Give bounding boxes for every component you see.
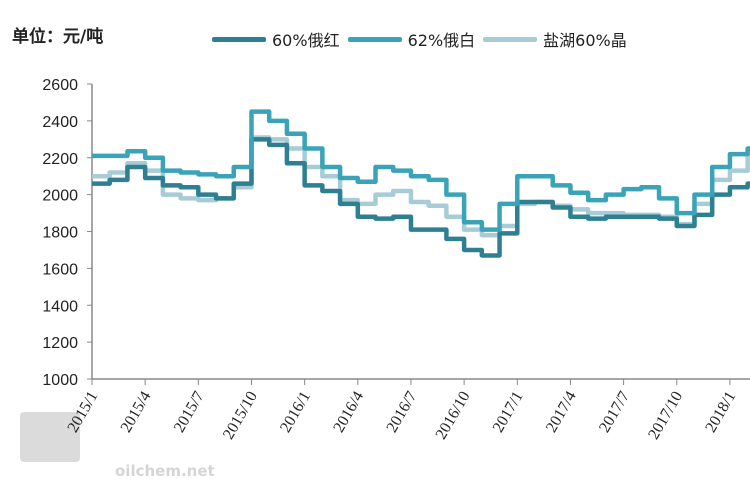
x-tick-label: 2017/10	[645, 389, 686, 443]
x-tick-label: 2015/1	[65, 389, 102, 436]
legend-swatch	[347, 36, 402, 42]
watermark-box	[20, 412, 80, 462]
y-tick-label: 2000	[42, 188, 78, 205]
y-tick-label: 1200	[42, 335, 78, 352]
y-tick-label: 2200	[42, 151, 78, 168]
legend: 60%俄红 62%俄白 盐湖60%晶	[212, 27, 635, 51]
y-tick-label: 1400	[42, 298, 78, 315]
x-tick-label: 2018/1	[702, 389, 739, 436]
unit-label: 单位：元/吨	[12, 27, 104, 47]
x-tick-label: 2015/7	[171, 389, 208, 436]
legend-item-62-russian-white: 62%俄白	[347, 27, 476, 51]
legend-label: 60%俄红	[272, 31, 340, 50]
legend-item-60-russian-red: 60%俄红	[212, 27, 340, 51]
legend-label: 盐湖60%晶	[543, 31, 627, 50]
x-tick-label: 2017/1	[490, 389, 527, 436]
y-tick-label: 2400	[42, 114, 78, 131]
y-tick-label: 2600	[42, 77, 78, 94]
watermark-logo: oilchem.net	[20, 412, 260, 492]
y-tick-label: 1000	[42, 372, 78, 389]
x-tick-label: 2016/7	[383, 389, 420, 436]
y-tick-label: 1800	[42, 225, 78, 242]
x-tick-label: 2016/10	[433, 389, 474, 443]
legend-item-salt-lake-60: 盐湖60%晶	[483, 27, 627, 51]
legend-label: 62%俄白	[407, 31, 476, 50]
x-tick-label: 2015/4	[118, 389, 155, 436]
x-tick-label: 2016/1	[277, 389, 314, 436]
legend-swatch	[483, 36, 538, 42]
y-tick-label: 1600	[42, 261, 78, 278]
watermark-text: oilchem.net	[115, 462, 215, 480]
x-tick-label: 2017/4	[543, 389, 580, 436]
x-tick-label: 2016/4	[330, 389, 367, 436]
x-tick-label: 2015/10	[220, 389, 261, 443]
legend-swatch	[212, 36, 266, 42]
series-line-0	[92, 137, 750, 258]
x-tick-label: 2017/7	[596, 389, 633, 436]
series-line-1	[92, 109, 750, 232]
